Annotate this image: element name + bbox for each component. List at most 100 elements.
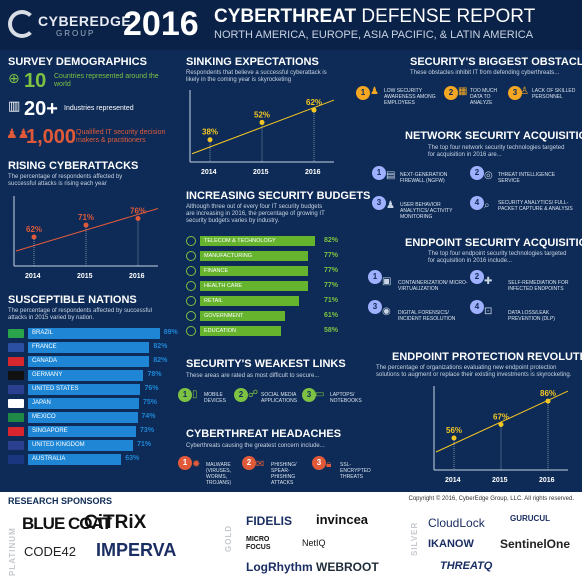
x-tick-2015: 2015 (77, 273, 93, 280)
analytics-icon: ⌕ (484, 200, 490, 211)
budget-bar (200, 251, 308, 261)
nation-name: JAPAN (32, 400, 51, 406)
sponsor-gurucul: GURUCUL (510, 514, 550, 523)
revolution-desc: The percentage of organizations evaluati… (376, 365, 572, 378)
data-label-2015: 52% (254, 110, 270, 119)
nation-name: BRAZIL (32, 330, 54, 336)
data-label-2016: 86% (540, 389, 556, 398)
industry-icon (186, 236, 196, 246)
sinking-desc: Respondents that believe a successful cy… (186, 70, 327, 83)
flag-icon (8, 371, 24, 380)
nation-bar (28, 454, 122, 465)
report-title: CYBERTHREAT DEFENSE REPORT (214, 5, 535, 29)
sponsor-fidelis: FIDELIS (246, 514, 293, 528)
obstacles-title: SECURITY'S BIGGEST OBSTACLES (410, 56, 582, 68)
nation-name: UNITED STATES (32, 386, 79, 392)
weakest-desc: These areas are rated as most difficult … (186, 373, 320, 379)
remediation-icon: ✚ (484, 276, 493, 287)
sponsor-code42: CODE42 (24, 544, 77, 559)
nation-percent: 78% (147, 371, 162, 378)
demo-value-industries: 20+ (24, 98, 58, 120)
nation-name: UNITED KINGDOM (32, 442, 85, 448)
building-icon: ▥ (8, 98, 21, 113)
nation-name: AUSTRALIA (32, 456, 66, 462)
x-tick-2016: 2016 (129, 273, 145, 280)
headache-num-1: 1 (178, 456, 192, 470)
network-num-1: 1 (372, 166, 386, 180)
budget-bar (200, 296, 300, 306)
data-point-2015 (498, 421, 504, 427)
budget-percent: 77% (324, 267, 339, 274)
obstacle-num-1: 1 (356, 86, 370, 100)
endpoint-label-3: DIGITAL FORENSICS/ INCIDENT RESOLUTION (398, 310, 456, 322)
personnel-icon: ♙ (520, 86, 529, 97)
phishing-icon: ✉ (256, 459, 265, 470)
flag-icon (8, 413, 24, 422)
endpoint-label-2: SELF-REMEDIATION FOR INFECTED ENDPOINTS (508, 280, 569, 292)
sponsor-threatq: THREATQ (440, 560, 493, 572)
obstacle-label-2: TOO MUCH DATA TO ANALYZE (470, 88, 498, 106)
demo-value-countries: 10 (24, 70, 47, 92)
nation-bar (28, 328, 160, 339)
container-icon: ▣ (382, 276, 392, 287)
budget-industry: GOVERNMENT (204, 313, 244, 319)
industry-icon (186, 281, 196, 291)
nation-row: UNITED STATES 76% (8, 384, 168, 395)
budget-row: GOVERNMENT 61% (186, 311, 346, 321)
budget-industry: EDUCATION (204, 328, 236, 334)
budget-row: RETAIL 71% (186, 296, 346, 306)
sinking-title: SINKING EXPECTATIONS (186, 56, 319, 68)
sponsor-imperva: IMPERVA (96, 540, 177, 560)
weakest-num-2: 2 (234, 388, 248, 402)
logo-ring-icon (8, 10, 36, 38)
data-label-2015: 67% (493, 412, 509, 421)
budget-percent: 77% (324, 282, 339, 289)
demo-text-respondents: Qualified IT security decision makers & … (76, 129, 166, 144)
flag-icon (8, 357, 24, 366)
weakest-label-2: SOCIAL MEDIA APPLICATIONS (261, 392, 298, 404)
obstacles-desc: These obstacles inhibit IT from defendin… (410, 70, 560, 76)
report-year: 2016 (123, 5, 199, 43)
flag-icon (8, 441, 24, 450)
trend-line (191, 99, 335, 155)
budget-row: MANUFACTURING 77% (186, 251, 346, 261)
nation-row: UNITED KINGDOM 71% (8, 440, 168, 451)
sponsor-webroot: WEBROOT (316, 560, 379, 574)
obstacle-label-3: LACK OF SKILLED PERSONNEL (532, 88, 576, 100)
network-label-1: NEXT-GENERATION FIREWALL (NGFW) (400, 172, 448, 184)
nation-percent: 89% (163, 329, 178, 336)
nation-bar (28, 440, 134, 451)
title-bold: CYBERTHREAT (214, 6, 357, 27)
data-point-2015 (259, 119, 265, 125)
sponsor-cloudlock: CloudLock (428, 516, 485, 530)
title-rest: DEFENSE REPORT (356, 6, 536, 27)
data-label-2014: 62% (26, 225, 42, 234)
budget-industry: HEALTH CARE (204, 283, 243, 289)
nation-percent: 73% (140, 427, 155, 434)
headaches-title: CYBERTHREAT HEADACHES (186, 428, 342, 440)
nation-percent: 71% (137, 441, 152, 448)
nations-title: SUSCEPTIBLE NATIONS (8, 294, 137, 306)
ssl-lock-icon: 🔒︎ (326, 459, 332, 470)
sponsor-sentinelone: SentinelOne (500, 537, 571, 551)
sponsor-citrix: CiTRiX (84, 512, 147, 533)
sponsor-bluecoat: BLUE COAT (22, 514, 112, 533)
nations-desc: The percentage of respondents affected b… (8, 308, 152, 321)
sponsor-netiq: NetIQ (302, 538, 326, 548)
globe-icon: ⊕ (8, 70, 20, 86)
nation-name: CANADA (32, 358, 58, 364)
x-tick-2014: 2014 (445, 477, 461, 484)
nation-bar (28, 426, 137, 437)
headache-num-2: 2 (242, 456, 256, 470)
sponsor-invincea: invincea (316, 512, 369, 527)
trend-line (15, 208, 159, 252)
nation-bar (28, 384, 141, 395)
network-num-2: 2 (470, 166, 484, 180)
lock-icon: ⊡ (484, 306, 493, 317)
nation-row: BRAZIL 89% (8, 328, 178, 339)
tier-silver: SILVER (410, 521, 419, 556)
network-title: NETWORK SECURITY ACQUISITIONS (405, 130, 582, 142)
employees-icon: ♟ (370, 86, 379, 97)
budget-industry: TELECOM & TECHNOLOGY (204, 238, 276, 244)
industry-icon (186, 296, 196, 306)
